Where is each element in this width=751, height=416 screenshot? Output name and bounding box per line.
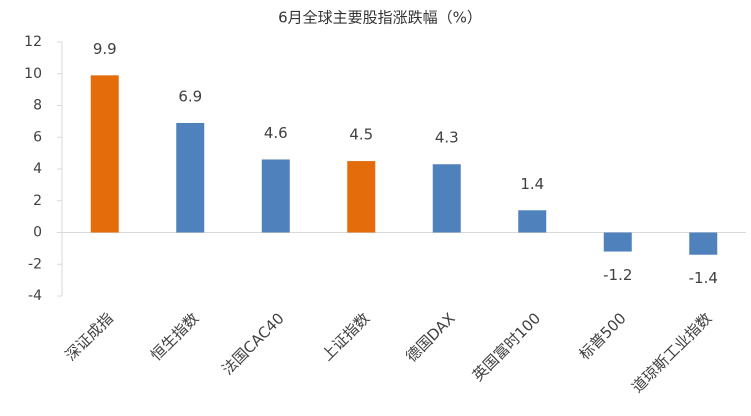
y-tick-label: 12 bbox=[24, 34, 42, 50]
bar bbox=[603, 232, 632, 252]
y-tick-label: 10 bbox=[24, 66, 42, 82]
bar bbox=[176, 122, 205, 233]
data-label: 1.4 bbox=[520, 175, 544, 193]
bar bbox=[689, 232, 718, 255]
bar bbox=[261, 159, 290, 233]
data-label: 4.6 bbox=[264, 124, 288, 142]
y-tick-label: 4 bbox=[33, 161, 42, 177]
y-tick-label: -4 bbox=[28, 288, 42, 304]
y-tick-label: 6 bbox=[33, 129, 42, 145]
y-tick-label: 8 bbox=[33, 98, 42, 114]
chart-title: 6月全球主要股指涨跌幅（%） bbox=[278, 9, 482, 27]
x-tick-label: 法国CAC40 bbox=[218, 309, 287, 378]
bar bbox=[90, 75, 119, 233]
bar bbox=[432, 164, 461, 233]
y-tick-label: 0 bbox=[33, 225, 42, 241]
y-tick-label: 2 bbox=[33, 193, 42, 209]
x-tick-label: 英国富时100 bbox=[469, 309, 544, 384]
x-tick-label: 标普500 bbox=[576, 309, 630, 363]
x-tick-label: 恒生指数 bbox=[147, 309, 202, 364]
bar bbox=[518, 210, 547, 233]
data-label: 9.9 bbox=[93, 40, 117, 58]
x-tick-label: 道琼斯工业指数 bbox=[628, 309, 715, 396]
data-label: 4.3 bbox=[435, 129, 459, 147]
x-tick-label: 深证成指 bbox=[62, 309, 117, 364]
data-label: -1.2 bbox=[603, 266, 632, 284]
data-label: 4.5 bbox=[349, 126, 373, 144]
x-tick-label: 德国DAX bbox=[402, 309, 458, 365]
bar bbox=[347, 161, 376, 233]
data-label: -1.4 bbox=[689, 269, 718, 287]
data-label: 6.9 bbox=[178, 87, 202, 105]
x-tick-label: 上证指数 bbox=[318, 309, 373, 364]
y-tick-label: -2 bbox=[28, 256, 42, 272]
